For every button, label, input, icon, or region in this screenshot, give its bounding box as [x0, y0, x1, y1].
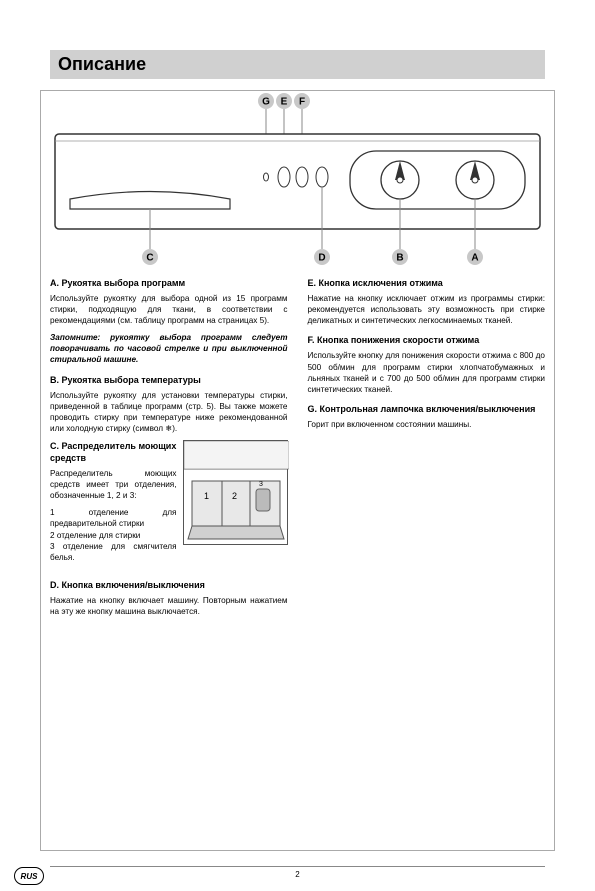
label-c: C: [146, 253, 153, 264]
page-number: 2: [295, 870, 299, 879]
label-b: B: [396, 253, 403, 264]
title-bar: Описание: [50, 50, 545, 79]
language-badge-text: RUS: [21, 872, 38, 881]
drawer-label-3: 3: [259, 481, 263, 488]
label-g: G: [262, 97, 270, 108]
label-e: E: [281, 97, 288, 108]
drawer-label-1: 1: [204, 491, 209, 501]
label-f: F: [299, 97, 305, 108]
drawer-image: 1 2 3: [183, 440, 288, 545]
control-panel-diagram: G E F C: [50, 89, 545, 269]
page-title: Описание: [58, 54, 537, 75]
drawer-label-2: 2: [232, 491, 237, 501]
label-a: A: [471, 253, 478, 264]
page-footer: 2: [50, 866, 545, 879]
language-badge: RUS: [14, 867, 44, 885]
label-d: D: [318, 253, 325, 264]
